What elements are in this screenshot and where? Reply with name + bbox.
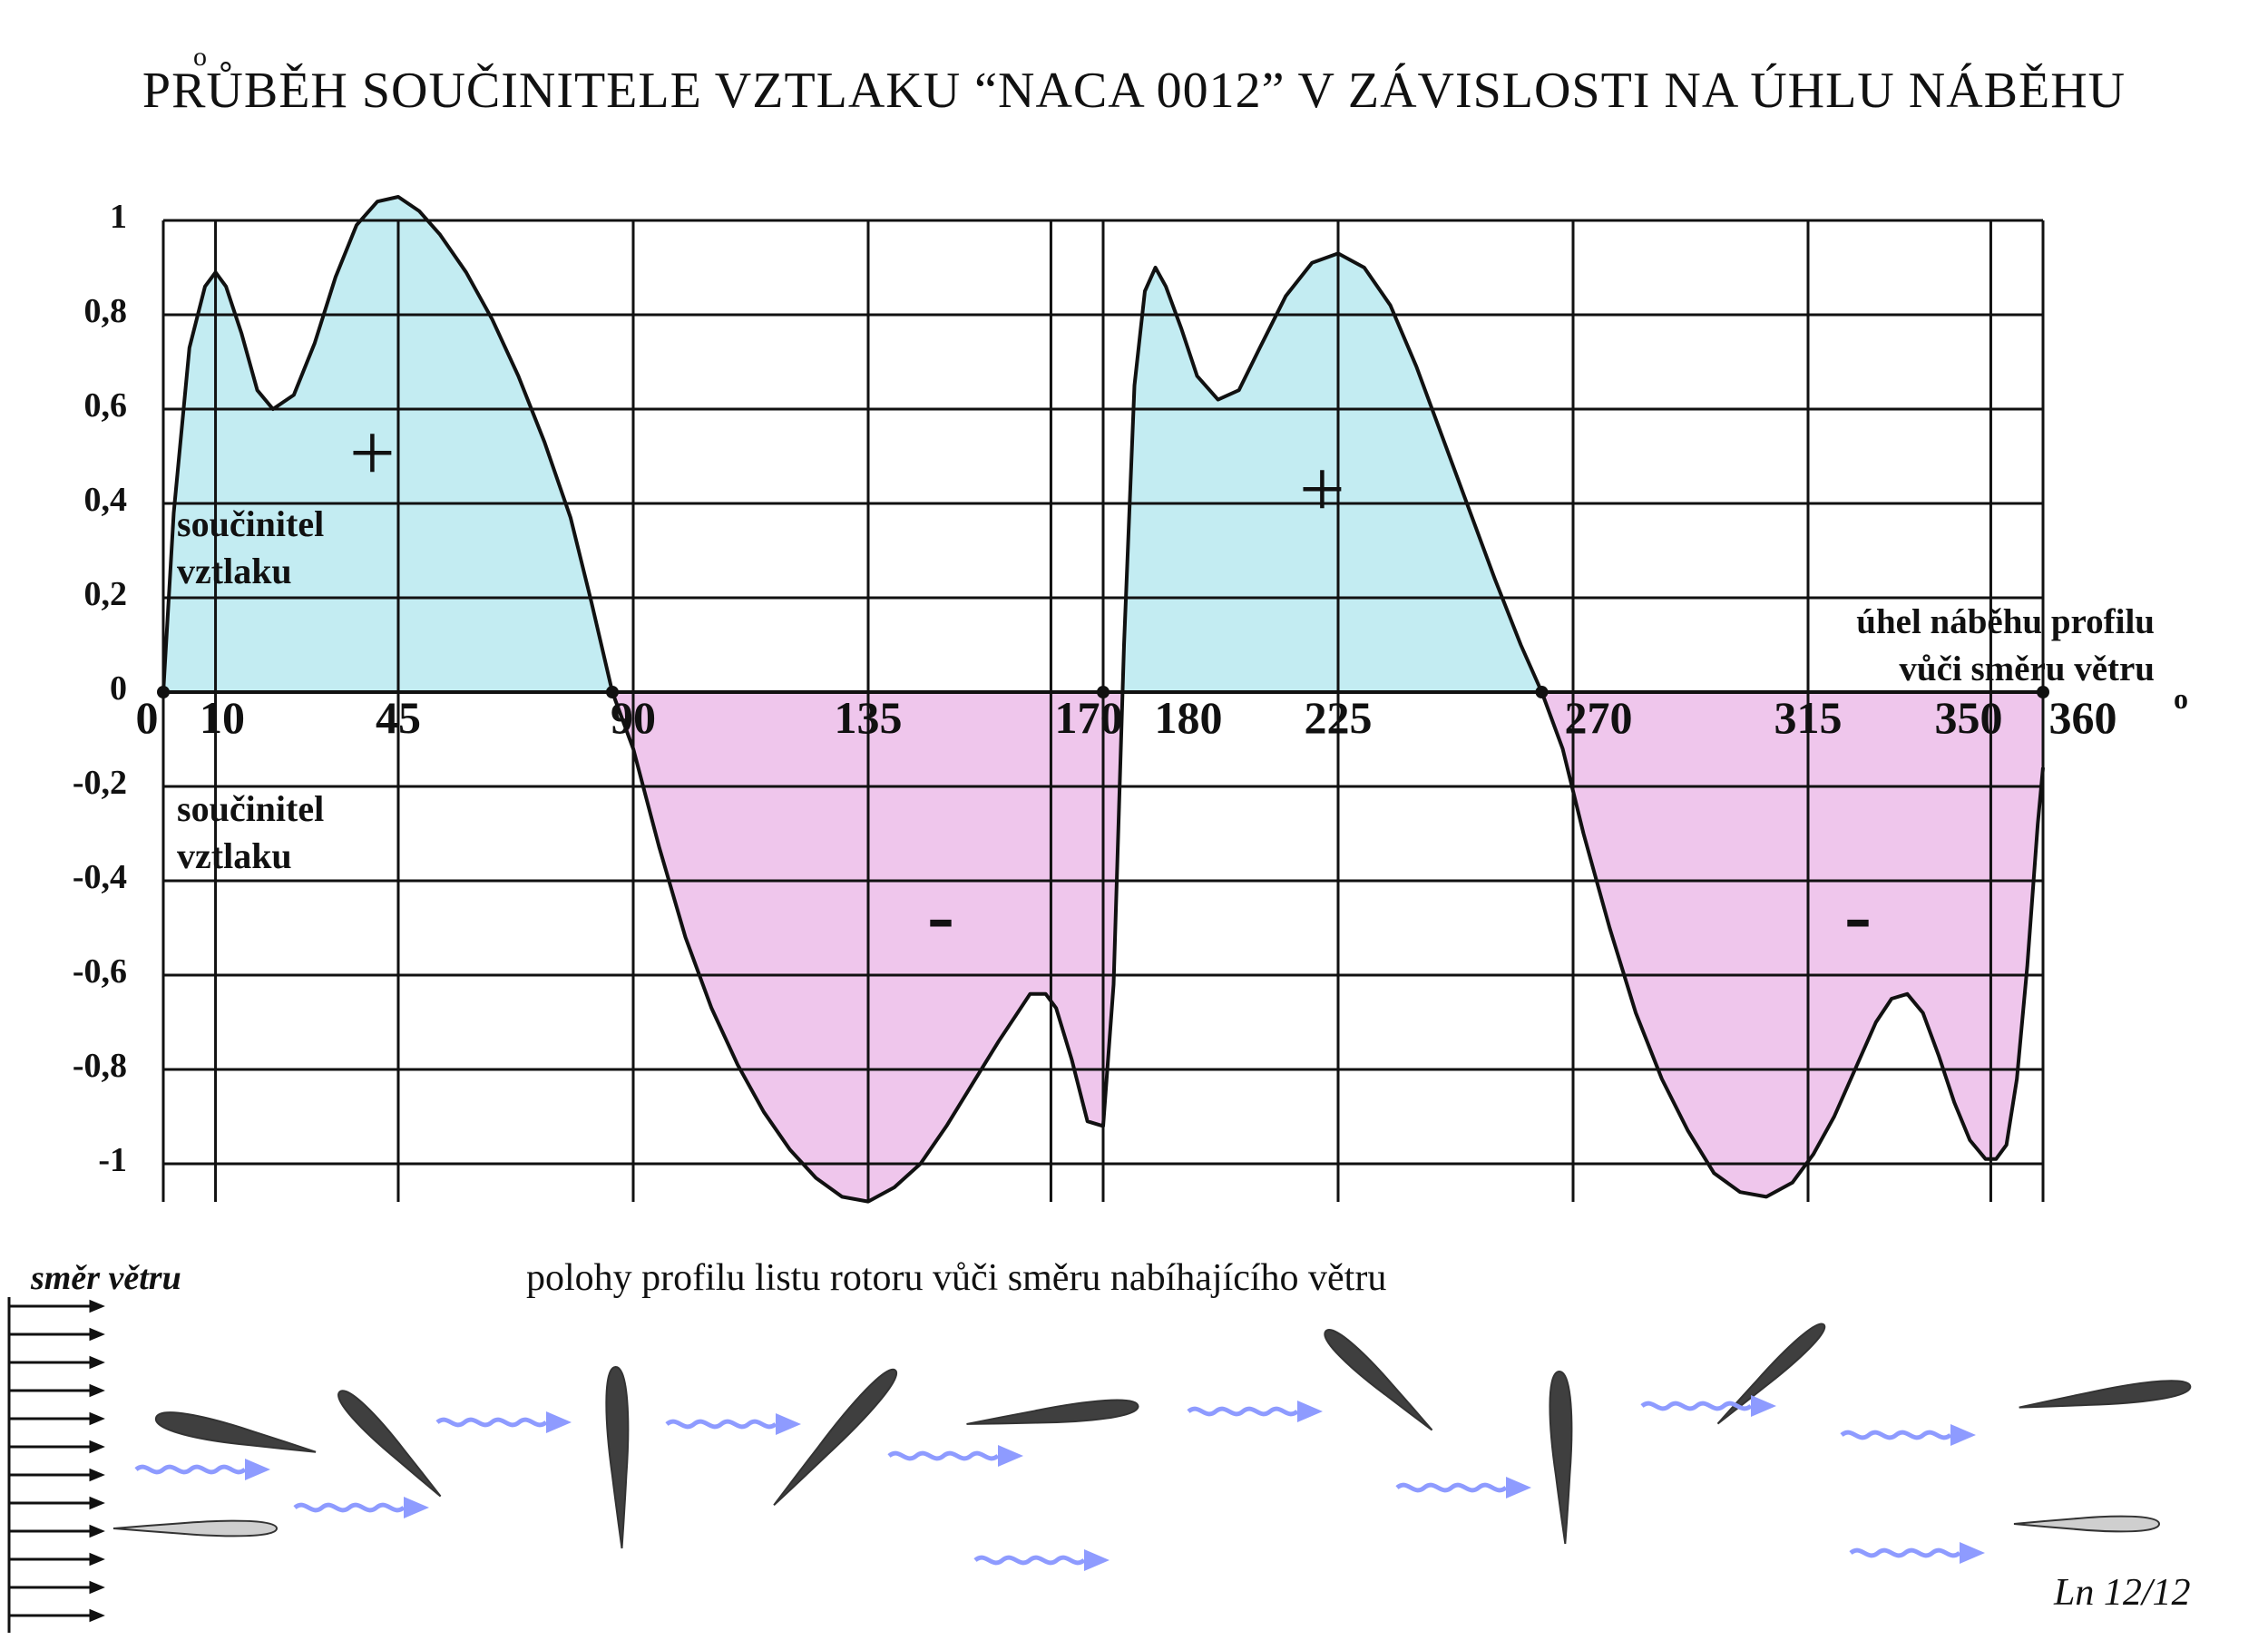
y-tick-label: 1 <box>110 198 127 236</box>
wind-wave-3 <box>665 1419 777 1430</box>
wind-wave-1 <box>293 1502 406 1513</box>
wind-wave-6 <box>1395 1482 1508 1493</box>
y-tick-label: -1 <box>98 1141 127 1179</box>
wind-direction-label: směr větru <box>31 1259 181 1297</box>
minus-sign-1: - <box>927 871 954 961</box>
lift-label-upper: součinitel vztlaku <box>177 501 324 595</box>
degree-symbol: o <box>2174 682 2188 715</box>
blade-profile-6 <box>1549 1371 1573 1545</box>
x-tick-label: 270 <box>1564 692 1633 743</box>
wind-wave-head-0 <box>245 1459 270 1480</box>
x-tick-label: 170 <box>1054 692 1123 743</box>
blade-profile-2 <box>605 1366 630 1549</box>
wind-wave-head-2 <box>546 1411 572 1433</box>
y-tick-label: -0,4 <box>72 858 127 896</box>
wind-wave-head-3 <box>776 1413 801 1435</box>
wind-arrow-head-5 <box>89 1440 105 1454</box>
grid <box>161 219 2045 1202</box>
wind-wave-8 <box>1640 1401 1753 1411</box>
lift-label-upper-text: součinitel vztlaku <box>177 503 325 591</box>
wind-arrow-head-9 <box>89 1552 105 1567</box>
blade-profile-8 <box>2019 1380 2192 1409</box>
x-tick-label: 0 <box>135 692 159 743</box>
zero-point-3 <box>1535 686 1549 698</box>
wind-arrow-head-1 <box>89 1327 105 1342</box>
wind-wave-head-9 <box>1950 1424 1976 1446</box>
x-tick-label: 350 <box>1934 692 2003 743</box>
y-tick-label: -0,2 <box>72 764 127 802</box>
wind-wave-5 <box>1187 1406 1299 1417</box>
blade-profile-10 <box>2013 1515 2161 1533</box>
title-ring-mark: o <box>193 42 207 72</box>
wind-wave-4 <box>887 1450 1000 1461</box>
x-tick-label: 10 <box>200 692 245 743</box>
blade-profile-5 <box>1324 1329 1433 1431</box>
zero-point-4 <box>2037 686 2049 698</box>
x-tick-label: 225 <box>1304 692 1373 743</box>
y-tick-label: 0 <box>110 669 127 708</box>
page-reference: Ln 12/12 <box>2054 1572 2191 1614</box>
blade-profile-0 <box>154 1411 317 1453</box>
blade-profile-4 <box>966 1399 1139 1425</box>
x-tick-label: 360 <box>2048 692 2117 743</box>
y-tick-label: 0,4 <box>83 481 128 519</box>
wind-arrow-head-11 <box>89 1608 105 1623</box>
wind-wave-head-8 <box>1751 1395 1776 1417</box>
zero-point-1 <box>605 686 619 698</box>
y-tick-label: 0,2 <box>83 575 128 613</box>
wind-waves <box>134 1395 1985 1571</box>
angle-axis-label: úhel náběhu profilu vůči směru větru <box>1856 602 2155 688</box>
wind-arrow-head-2 <box>89 1355 105 1370</box>
wind-wave-9 <box>1840 1430 1952 1440</box>
lift-label-lower: součinitel vztlaku <box>177 786 324 880</box>
y-tick-label: 0,6 <box>83 386 128 425</box>
x-tick-label: 135 <box>834 692 903 743</box>
wind-wave-7 <box>973 1555 1086 1566</box>
blade-profile-7 <box>1716 1323 1826 1425</box>
wind-arrow-head-3 <box>89 1383 105 1398</box>
y-tick-label: -0,8 <box>72 1047 127 1085</box>
wind-direction-arrows <box>9 1299 105 1623</box>
chart-title: PRŮBĚH SOUČINITELE VZTLAKU “NACA 0012” V… <box>142 63 2126 119</box>
x-tick-label: 90 <box>611 692 656 743</box>
wind-arrow-head-8 <box>89 1524 105 1538</box>
minus-sign-2: - <box>1844 871 1872 961</box>
wind-arrow-head-4 <box>89 1411 105 1426</box>
x-tick-label: 45 <box>376 692 421 743</box>
wind-arrow-head-7 <box>89 1496 105 1510</box>
wind-arrow-head-0 <box>89 1299 105 1313</box>
wind-wave-0 <box>134 1464 247 1475</box>
x-tick-label: 315 <box>1774 692 1843 743</box>
y-tick-label: -0,6 <box>72 952 127 991</box>
wind-wave-head-10 <box>1960 1542 1985 1564</box>
lift-label-lower-text: součinitel vztlaku <box>177 788 325 876</box>
wind-wave-head-7 <box>1084 1549 1110 1571</box>
zero-point-0 <box>157 686 170 698</box>
zero-point-2 <box>1097 686 1110 698</box>
y-tick-label: 0,8 <box>83 292 128 330</box>
blade-profile-3 <box>773 1368 898 1507</box>
blade-profile-9 <box>112 1519 279 1538</box>
wind-wave-head-5 <box>1297 1401 1323 1422</box>
positions-caption: polohy profilu listu rotoru vůči směru n… <box>526 1257 1387 1299</box>
blade-profiles <box>112 1323 2192 1549</box>
x-tick-label: 180 <box>1154 692 1223 743</box>
wind-wave-head-4 <box>998 1445 1023 1467</box>
wind-wave-10 <box>1849 1547 1961 1558</box>
blade-profile-1 <box>337 1390 442 1498</box>
wind-wave-head-6 <box>1506 1477 1531 1498</box>
plus-sign-1: + <box>349 408 396 498</box>
lift-curve <box>161 195 2045 1204</box>
wind-wave-2 <box>435 1417 548 1428</box>
plus-sign-2: + <box>1299 444 1345 534</box>
wind-arrow-head-6 <box>89 1468 105 1482</box>
positive-area <box>163 197 2043 692</box>
wind-arrow-head-10 <box>89 1580 105 1595</box>
wind-wave-head-1 <box>404 1497 429 1518</box>
